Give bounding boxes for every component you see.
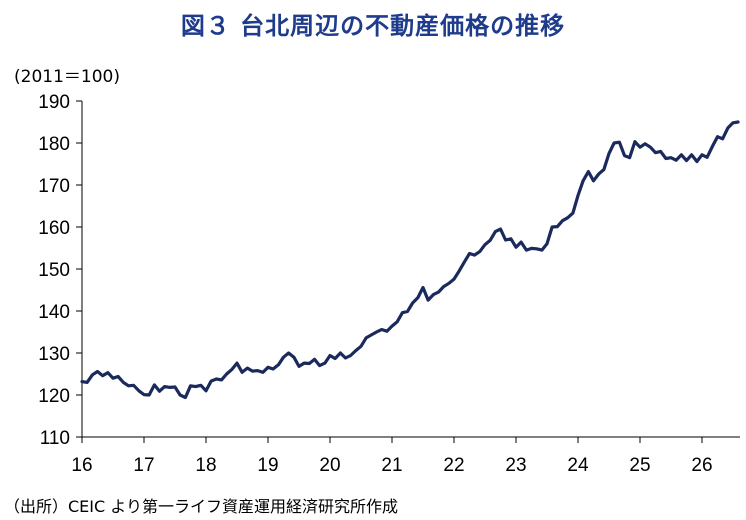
x-tick-label: 21	[381, 455, 402, 476]
x-tick-label: 25	[629, 455, 650, 476]
y-tick-label: 130	[38, 344, 70, 365]
series-line	[80, 120, 740, 400]
series-lines	[80, 120, 740, 400]
x-tick-label: 26	[691, 455, 712, 476]
axes	[76, 100, 740, 443]
x-tick-label: 22	[443, 455, 464, 476]
x-tick-label: 24	[567, 455, 589, 476]
y-tick-label: 110	[40, 428, 70, 449]
x-tick-label: 23	[505, 455, 526, 476]
y-tick-label: 180	[38, 134, 70, 155]
y-tick-label: 190	[38, 92, 70, 113]
source-note: （出所）CEIC より第一ライフ資産運用経済研究所作成	[4, 497, 398, 516]
x-tick-label: 18	[195, 455, 216, 476]
x-tick-label: 20	[319, 455, 340, 476]
y-axis-unit-label: (2011＝100)	[14, 67, 120, 87]
y-tick-label: 140	[38, 302, 70, 323]
y-tick-label: 160	[38, 218, 70, 239]
y-tick-label: 120	[38, 386, 70, 407]
x-tick-label: 17	[133, 455, 154, 476]
y-tick-label: 170	[38, 176, 70, 197]
x-tick-label: 19	[257, 455, 278, 476]
x-tick-labels: 16 17 18 19 20 21 22 23 24 25 26	[71, 455, 712, 476]
chart-title: 図３ 台北周辺の不動産価格の推移	[180, 12, 566, 40]
y-tick-labels: 110 120 130 140 150 160 170 180 190	[38, 92, 70, 449]
x-tick-label: 16	[71, 455, 92, 476]
y-tick-label: 150	[38, 260, 70, 281]
